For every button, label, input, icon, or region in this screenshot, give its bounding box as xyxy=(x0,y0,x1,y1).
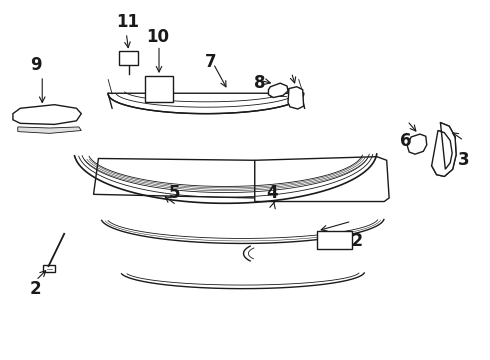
Text: 4: 4 xyxy=(266,184,278,202)
Text: 6: 6 xyxy=(400,131,412,149)
Bar xyxy=(145,76,173,102)
Text: 12: 12 xyxy=(340,232,363,250)
Polygon shape xyxy=(101,220,384,243)
FancyBboxPatch shape xyxy=(119,51,139,65)
Text: 11: 11 xyxy=(116,13,139,31)
Polygon shape xyxy=(269,83,288,98)
FancyBboxPatch shape xyxy=(43,265,55,272)
Text: 5: 5 xyxy=(169,184,180,202)
Polygon shape xyxy=(18,127,81,134)
Polygon shape xyxy=(288,87,304,109)
Text: 1: 1 xyxy=(286,87,297,105)
Polygon shape xyxy=(255,157,389,202)
Polygon shape xyxy=(13,105,81,125)
Text: 7: 7 xyxy=(205,53,217,71)
Polygon shape xyxy=(432,123,456,176)
Bar xyxy=(318,231,352,249)
Text: 9: 9 xyxy=(30,56,42,74)
Text: 2: 2 xyxy=(30,280,42,298)
Polygon shape xyxy=(407,134,427,154)
Text: 8: 8 xyxy=(254,74,266,92)
Text: 3: 3 xyxy=(458,151,470,169)
Text: 10: 10 xyxy=(147,28,170,46)
Polygon shape xyxy=(94,158,255,198)
Polygon shape xyxy=(122,273,364,289)
Polygon shape xyxy=(108,93,304,114)
Polygon shape xyxy=(74,154,377,203)
